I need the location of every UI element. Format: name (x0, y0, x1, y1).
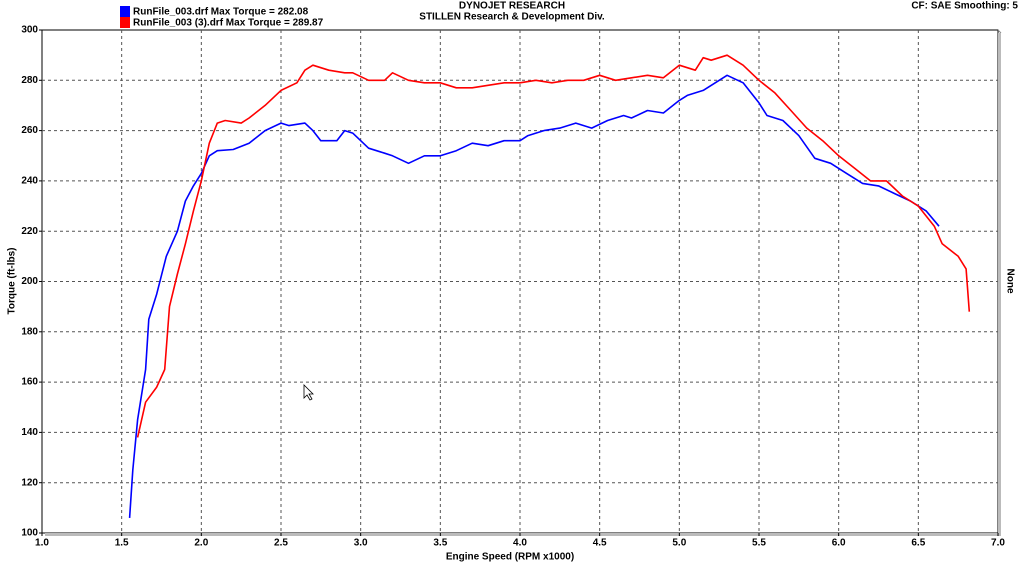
mouse-cursor (303, 384, 314, 401)
x-tick-label: 2.5 (274, 538, 288, 549)
plot-shadow (998, 33, 1001, 536)
y-tick-label: 220 (21, 226, 38, 237)
x-tick-label: 4.0 (513, 538, 527, 549)
y-tick-label: 160 (21, 377, 38, 388)
x-tick-label: 3.0 (354, 538, 368, 549)
x-tick-label: 1.0 (35, 538, 49, 549)
legend-label: RunFile_003 (3).drf Max Torque = 289.87 (133, 18, 324, 29)
y-tick-label: 260 (21, 125, 38, 136)
plot-shadow (997, 29, 1002, 34)
x-tick-label: 4.5 (593, 538, 607, 549)
torque-line (136, 54, 971, 438)
x-tick-label: 3.5 (433, 538, 447, 549)
plot-area (41, 29, 999, 534)
x-tick-label: 5.5 (752, 538, 766, 549)
x-tick-label: 2.0 (194, 538, 208, 549)
x-tick-label: 7.0 (991, 538, 1005, 549)
x-tick-label: 6.0 (832, 538, 846, 549)
y-axis-label: Torque (ft-lbs) (7, 247, 18, 314)
plot-shadow (45, 533, 1001, 536)
y-tick-label: 180 (21, 326, 38, 337)
legend-swatch (120, 6, 130, 17)
y-tick-label: 300 (21, 25, 38, 36)
chart-title: DYNOJET RESEARCH (459, 1, 565, 12)
y-tick-label: 240 (21, 176, 38, 187)
x-tick-label: 6.5 (911, 538, 925, 549)
y-tick-label: 200 (21, 276, 38, 287)
chart-subtitle: STILLEN Research & Development Div. (419, 12, 605, 23)
y-tick-label: 120 (21, 477, 38, 488)
x-tick-label: 1.5 (115, 538, 129, 549)
legend-swatch (120, 17, 130, 28)
x-tick-label: 5.0 (672, 538, 686, 549)
y2-axis-label: None (1004, 269, 1015, 294)
legend-label: RunFile_003.drf Max Torque = 282.08 (133, 7, 309, 18)
y-tick-label: 100 (21, 528, 38, 539)
y-tick-label: 140 (21, 427, 38, 438)
settings-note: CF: SAE Smoothing: 5 (911, 1, 1018, 12)
y-tick-label: 280 (21, 75, 38, 86)
x-axis-label: Engine Speed (RPM x1000) (446, 552, 574, 563)
